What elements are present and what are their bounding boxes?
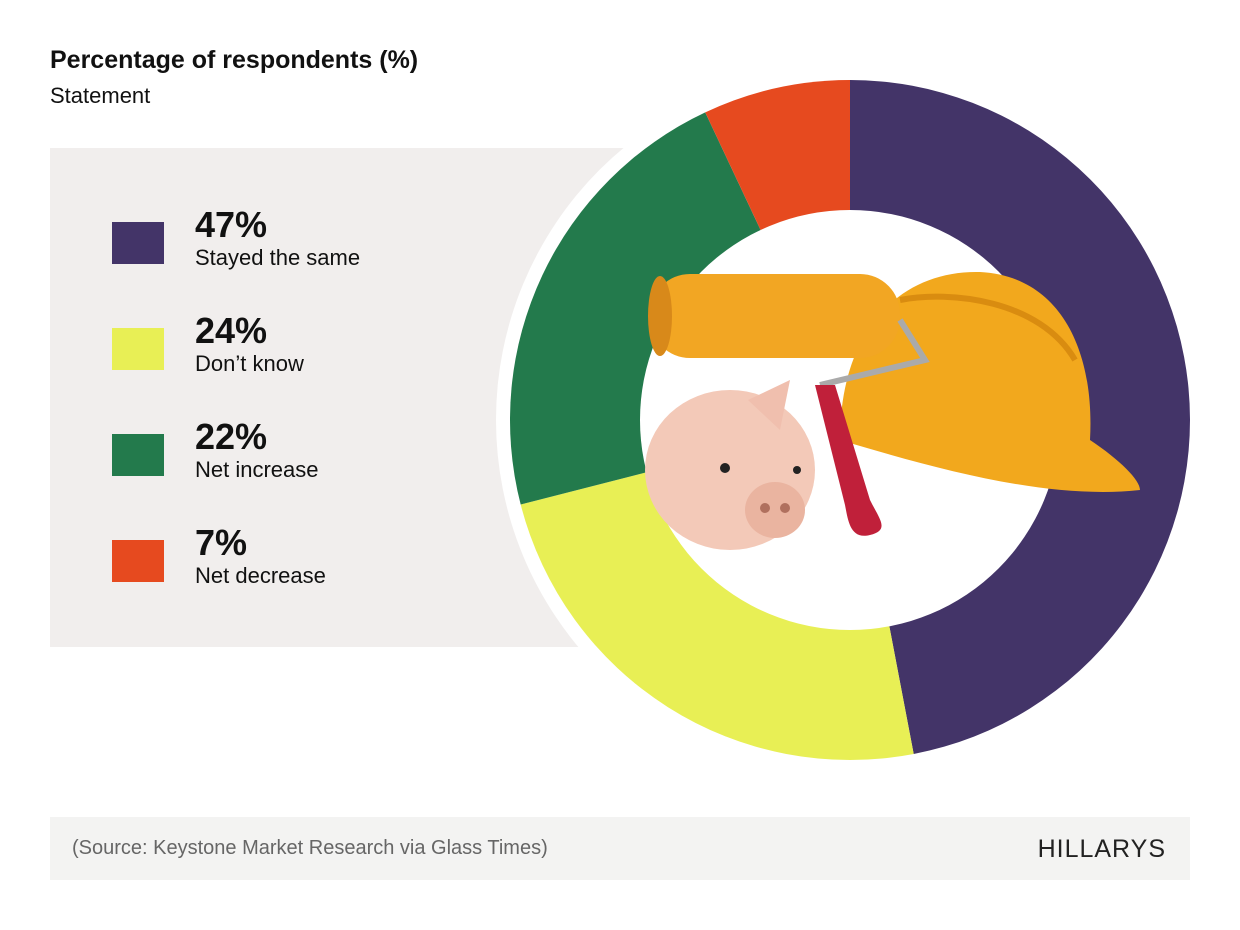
hard-hat-icon bbox=[840, 271, 1140, 492]
legend-label: Net increase bbox=[195, 457, 319, 482]
legend-label: Don’t know bbox=[195, 351, 304, 376]
paint-roller-icon bbox=[648, 274, 930, 536]
piggy-bank-icon bbox=[645, 380, 815, 550]
legend-value: 22% bbox=[195, 416, 268, 457]
legend-swatch bbox=[112, 434, 164, 476]
legend-label: Stayed the same bbox=[195, 245, 361, 270]
legend-swatch bbox=[112, 540, 164, 582]
chart-subtitle: Statement bbox=[50, 83, 151, 108]
chart-title: Percentage of respondents (%) bbox=[50, 46, 419, 74]
legend-value: 47% bbox=[195, 204, 268, 245]
legend-label: Net decrease bbox=[195, 563, 326, 588]
legend-value: 24% bbox=[195, 310, 268, 351]
legend-value: 7% bbox=[195, 522, 248, 563]
legend-swatch bbox=[112, 222, 164, 264]
legend-swatch bbox=[112, 328, 164, 370]
brand-logo: HILLARYS bbox=[1037, 835, 1166, 863]
footer: (Source: Keystone Market Research via Gl… bbox=[50, 817, 1190, 880]
source-note: (Source: Keystone Market Research via Gl… bbox=[72, 837, 548, 859]
